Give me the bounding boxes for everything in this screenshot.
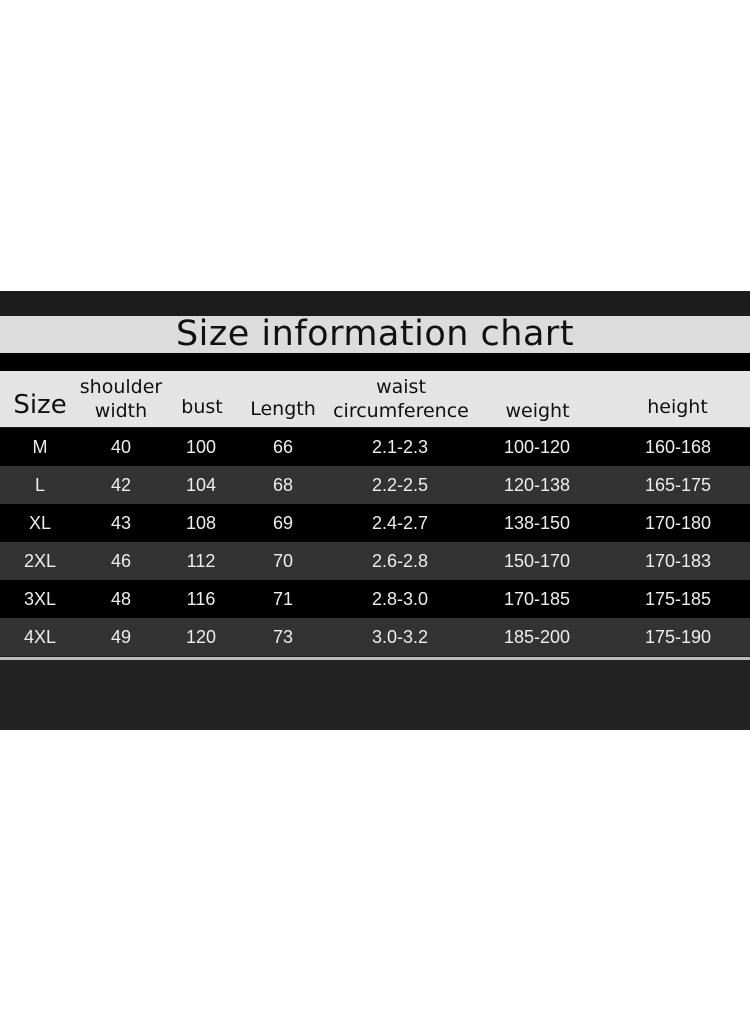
cell-shoulder-width: 49 — [110, 627, 132, 647]
cell-height: 160-168 — [644, 437, 712, 457]
cell-length: 73 — [272, 627, 294, 647]
cell-size: XL — [28, 513, 52, 533]
header-shoulder-width: shoulder width — [79, 376, 163, 422]
cell-size: 4XL — [23, 627, 57, 647]
header-weight: weight — [505, 400, 570, 422]
cell-length: 71 — [272, 589, 294, 609]
cell-height: 175-185 — [644, 589, 712, 609]
table-bottom-rule — [0, 657, 750, 660]
cell-shoulder-width: 40 — [110, 437, 132, 457]
cell-bust: 100 — [185, 437, 217, 457]
cell-height: 175-190 — [644, 627, 712, 647]
cell-weight: 185-200 — [503, 627, 571, 647]
cell-height: 165-175 — [644, 475, 712, 495]
table-row: XL 43 108 69 2.4-2.7 138-150 170-180 — [0, 504, 750, 542]
header-height: height — [647, 396, 708, 418]
table-row: 4XL 49 120 73 3.0-3.2 185-200 175-190 — [0, 618, 750, 656]
cell-size: 3XL — [23, 589, 57, 609]
header-size: Size — [13, 390, 67, 420]
cell-waist-circumference: 2.6-2.8 — [371, 551, 429, 571]
cell-weight: 120-138 — [503, 475, 571, 495]
cell-waist-circumference: 2.8-3.0 — [371, 589, 429, 609]
cell-size: L — [34, 475, 46, 495]
cell-weight: 150-170 — [503, 551, 571, 571]
cell-length: 68 — [272, 475, 294, 495]
cell-weight: 100-120 — [503, 437, 571, 457]
cell-shoulder-width: 46 — [110, 551, 132, 571]
table-row: L 42 104 68 2.2-2.5 120-138 165-175 — [0, 466, 750, 504]
cell-length: 69 — [272, 513, 294, 533]
cell-shoulder-width: 42 — [110, 475, 132, 495]
bottom-band — [0, 660, 750, 730]
cell-bust: 116 — [186, 589, 216, 609]
header-waist-circumference: waist circumference — [333, 376, 469, 422]
cell-height: 170-183 — [644, 551, 712, 571]
cell-bust: 112 — [186, 551, 216, 571]
cell-height: 170-180 — [644, 513, 712, 533]
table-header: Size shoulder width bust Length waist circ… — [0, 371, 750, 427]
header-length: Length — [250, 398, 316, 420]
cell-waist-circumference: 2.1-2.3 — [371, 437, 429, 457]
size-chart-panel: Size information chart Size shoulder widt… — [0, 291, 750, 730]
table-row: M 40 100 66 2.1-2.3 100-120 160-168 — [0, 428, 750, 466]
cell-size: M — [32, 437, 48, 457]
cell-bust: 120 — [185, 627, 217, 647]
cell-bust: 104 — [185, 475, 217, 495]
divider-band — [0, 353, 750, 371]
cell-shoulder-width: 48 — [110, 589, 132, 609]
cell-waist-circumference: 2.4-2.7 — [371, 513, 429, 533]
cell-weight: 170-185 — [503, 589, 571, 609]
table-body: M 40 100 66 2.1-2.3 100-120 160-168 L 42 104 68 2.2… — [0, 428, 750, 656]
cell-length: 70 — [272, 551, 294, 571]
table-row: 2XL 46 112 70 2.6-2.8 150-170 170-183 — [0, 542, 750, 580]
cell-size: 2XL — [23, 551, 57, 571]
cell-weight: 138-150 — [503, 513, 571, 533]
header-bust: bust — [181, 396, 223, 418]
cell-waist-circumference: 3.0-3.2 — [371, 627, 429, 647]
cell-shoulder-width: 43 — [110, 513, 132, 533]
cell-waist-circumference: 2.2-2.5 — [371, 475, 429, 495]
top-band — [0, 291, 750, 316]
cell-bust: 108 — [185, 513, 217, 533]
table-row: 3XL 48 116 71 2.8-3.0 170-185 175-185 — [0, 580, 750, 618]
chart-title: Size information chart — [0, 316, 750, 353]
cell-length: 66 — [272, 437, 294, 457]
